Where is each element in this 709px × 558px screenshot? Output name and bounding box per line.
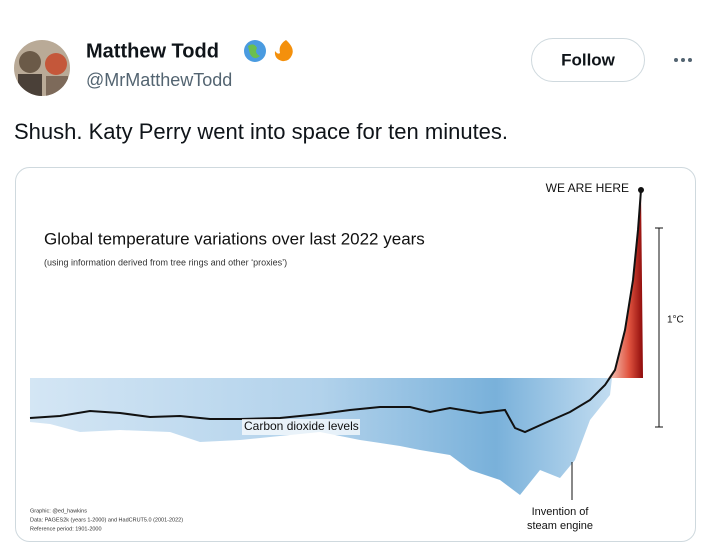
- marker-label: WE ARE HERE: [546, 181, 629, 195]
- cool-stripes: [30, 378, 612, 495]
- credit: Data: PAGES2k (years 1-2000) and HadCRUT…: [30, 517, 183, 523]
- tweet-text: Shush. Katy Perry went into space for te…: [14, 119, 508, 144]
- follow-button[interactable]: [531, 38, 645, 82]
- chart-title: Global temperature variations over last …: [44, 229, 425, 248]
- scale-label: 1°C: [667, 315, 684, 326]
- credit: Graphic: @ed_hawkins: [30, 508, 87, 514]
- event-label: steam engine: [527, 520, 593, 532]
- line-label: Carbon dioxide levels: [244, 419, 359, 433]
- image-card[interactable]: [15, 167, 696, 542]
- event-label: Invention of: [532, 506, 590, 518]
- more-menu[interactable]: [674, 58, 692, 62]
- scale-bar: [655, 227, 663, 428]
- badges: [244, 40, 293, 62]
- label-bg: [242, 419, 360, 435]
- follow-label[interactable]: Follow: [561, 50, 616, 69]
- chart-subtitle: (using information derived from tree rin…: [44, 257, 287, 267]
- co2-line: [29, 189, 642, 434]
- warm-stripes: [608, 190, 643, 378]
- now-marker: [638, 187, 644, 193]
- author-name[interactable]: Matthew Todd: [86, 40, 219, 62]
- author-handle[interactable]: @MrMatthewTodd: [86, 70, 232, 90]
- credit: Reference period: 1901-2000: [30, 526, 102, 532]
- avatar[interactable]: [14, 40, 70, 98]
